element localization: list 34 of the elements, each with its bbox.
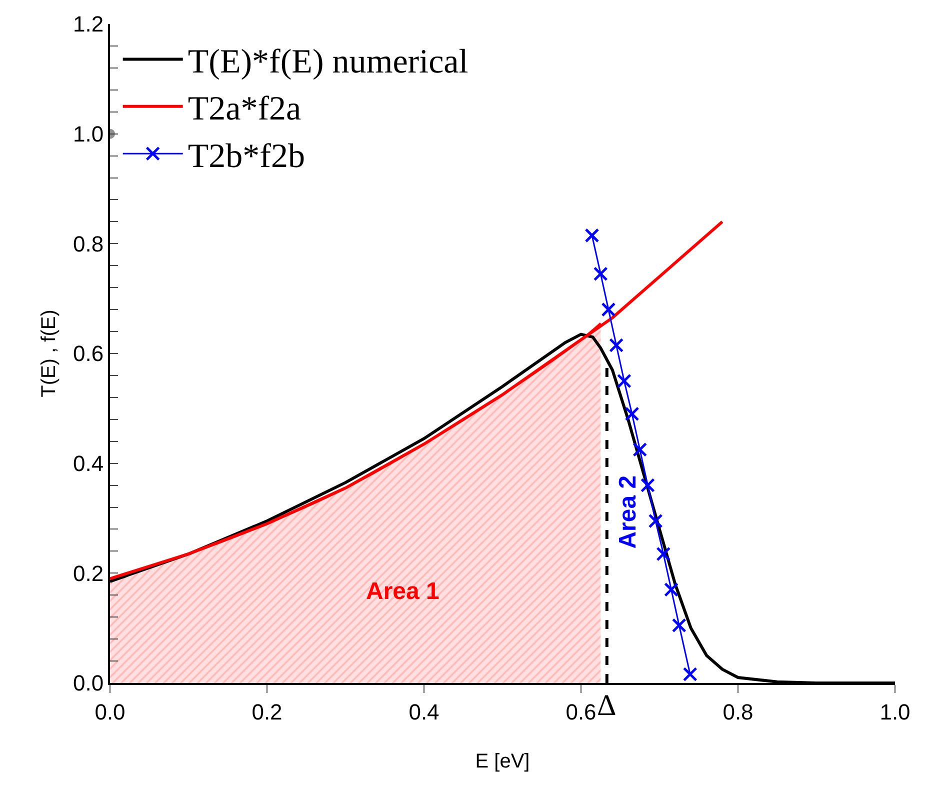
x-tick-label: 0.6 (566, 699, 596, 724)
annotation: Area 1 (366, 578, 440, 605)
y-tick-label: 0.2 (73, 560, 104, 586)
y-tick-label: 0.4 (73, 451, 104, 476)
ref-line-label: Δ (597, 689, 616, 722)
y-tick-label: 0.8 (73, 231, 104, 256)
x-tick-label: 1.0 (880, 699, 910, 724)
point (664, 582, 679, 597)
y-tick-label: 0.6 (73, 341, 104, 366)
point (624, 406, 640, 422)
point (593, 266, 608, 282)
y-tick-label: 0.0 (73, 670, 104, 696)
x-tick-label: 0.2 (252, 699, 282, 724)
legend-label: T2b*f2b (188, 138, 305, 175)
annotation: Area 2 (614, 475, 642, 549)
x-tick-label: 0.4 (408, 699, 440, 724)
y-tick-label: 1.2 (73, 12, 104, 37)
point (601, 302, 616, 317)
legend-label: T(E)*f(E) numerical (188, 43, 468, 80)
point (584, 228, 600, 243)
x-tick-label: 0.8 (722, 699, 754, 724)
point (632, 442, 648, 457)
point (609, 338, 624, 353)
y-axis-title: T(E) , f(E) (38, 310, 60, 398)
point (656, 546, 671, 562)
legend-label: T2a*f2a (188, 90, 302, 128)
point (640, 478, 655, 493)
x-tick-label: 0.0 (94, 699, 126, 724)
y-tick-label: 1.0 (73, 122, 104, 147)
x-axis-title: E [eV] (475, 750, 530, 772)
point (616, 374, 632, 388)
point (648, 514, 663, 528)
point (682, 666, 698, 682)
point (672, 618, 686, 633)
